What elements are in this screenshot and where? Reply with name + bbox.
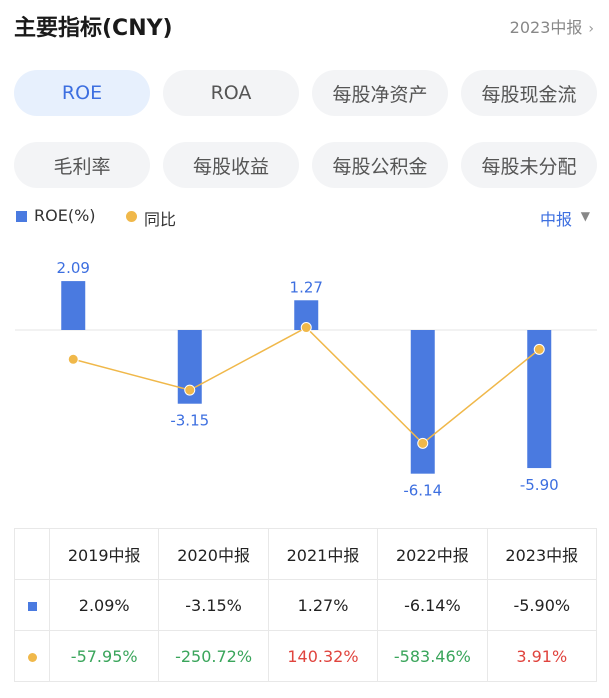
bar-label: -6.14 <box>403 482 442 500</box>
header: 主要指标(CNY) 2023中报 › <box>14 6 594 42</box>
table-header-cell: 2023中报 <box>486 528 598 580</box>
tab-cfps[interactable]: 每股现金流 <box>461 70 597 116</box>
table-cell: 1.27% <box>267 579 379 631</box>
table-row-roe: 2.09% -3.15% 1.27% -6.14% -5.90% <box>14 579 598 631</box>
yoy-point <box>300 322 312 334</box>
yoy-point <box>533 343 545 355</box>
tab-roa[interactable]: ROA <box>163 70 299 116</box>
line-legend-swatch <box>126 211 137 222</box>
yoy-point <box>184 384 196 396</box>
table-cell: -57.95% <box>48 630 160 682</box>
table-cell: 140.32% <box>267 630 379 682</box>
bar-label: 1.27 <box>290 278 323 296</box>
tab-roe[interactable]: ROE <box>14 70 150 116</box>
legend-roe-label: ROE(%) <box>34 206 96 225</box>
table-cell: 2.09% <box>48 579 160 631</box>
tab-undistributed[interactable]: 每股未分配 <box>461 142 597 188</box>
yoy-line <box>73 326 540 445</box>
tab-eps[interactable]: 每股收益 <box>163 142 299 188</box>
bar-legend-swatch <box>16 211 27 222</box>
yoy-point <box>67 353 79 365</box>
bar <box>410 330 435 474</box>
tab-capital-reserve[interactable]: 每股公积金 <box>312 142 448 188</box>
table-cell: 3.91% <box>486 630 598 682</box>
data-table: 2019中报 2020中报 2021中报 2022中报 2023中报 2.09%… <box>14 528 598 682</box>
table-cell: -250.72% <box>158 630 269 682</box>
chart-legend: ROE(%) 同比 中报 ▼ <box>14 205 594 229</box>
table-cell: -6.14% <box>377 579 488 631</box>
yoy-point <box>417 437 429 449</box>
tab-bvps[interactable]: 每股净资产 <box>312 70 448 116</box>
table-cell: -5.90% <box>486 579 598 631</box>
period-link-label: 2023中报 <box>509 18 583 37</box>
section-title: 主要指标(CNY) <box>14 16 173 41</box>
bar-label: 2.09 <box>57 259 90 277</box>
bar <box>61 281 86 330</box>
table-corner <box>14 528 50 580</box>
table-cell: -3.15% <box>158 579 269 631</box>
table-header-cell: 2022中报 <box>377 528 488 580</box>
bar-label: -3.15 <box>170 412 209 430</box>
bar-label: -5.90 <box>520 476 559 494</box>
period-select[interactable]: 中报 <box>539 210 572 229</box>
dot-marker-icon <box>27 652 37 662</box>
table-header-row: 2019中报 2020中报 2021中报 2022中报 2023中报 <box>14 528 598 580</box>
table-header-cell: 2020中报 <box>158 528 269 580</box>
tab-gross-margin[interactable]: 毛利率 <box>14 142 150 188</box>
roe-chart: 2.09 -3.15 1.27 -6.14 -5.90 <box>15 259 597 500</box>
caret-down-icon[interactable]: ▼ <box>580 209 590 223</box>
table-cell: -583.46% <box>377 630 488 682</box>
table-header-cell: 2021中报 <box>267 528 379 580</box>
table-row-yoy: -57.95% -250.72% 140.32% -583.46% 3.91% <box>14 630 598 682</box>
square-marker-icon <box>27 601 37 611</box>
table-header-cell: 2019中报 <box>48 528 160 580</box>
legend-yoy-label: 同比 <box>144 210 177 229</box>
chevron-right-icon: › <box>588 21 594 37</box>
yoy-row-marker <box>14 630 50 682</box>
period-link[interactable]: 2023中报 › <box>510 14 594 38</box>
roe-row-marker <box>14 579 50 631</box>
